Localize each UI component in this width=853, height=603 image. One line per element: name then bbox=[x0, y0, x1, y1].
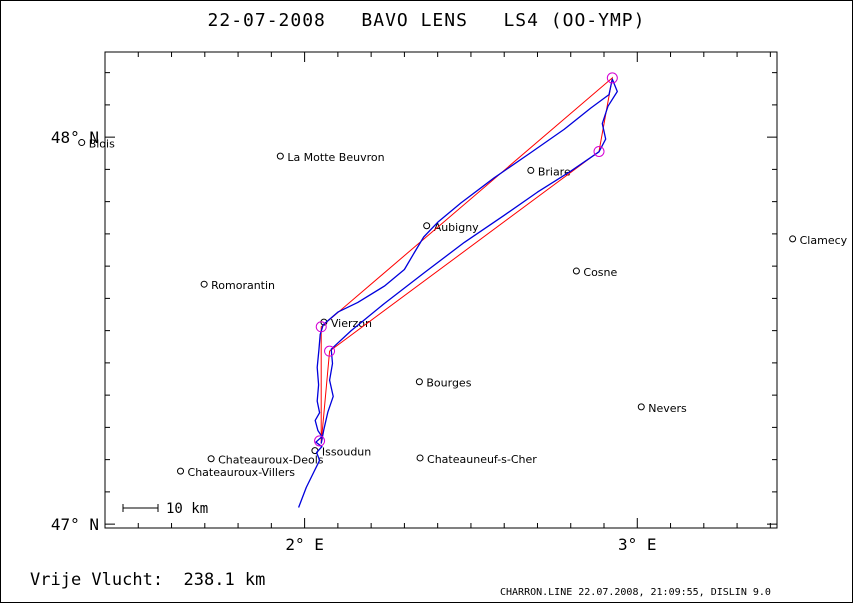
place-point bbox=[415, 378, 423, 386]
turnpoint-circle bbox=[593, 145, 605, 157]
place-label: Chateauroux-Villers bbox=[188, 466, 296, 479]
place-point bbox=[527, 166, 535, 174]
place-label: Nevers bbox=[648, 402, 687, 415]
free-flight-distance: Vrije Vlucht: 238.1 km bbox=[30, 570, 266, 590]
place-point bbox=[200, 280, 208, 288]
axis-tick-labels: 2° E 3° E 48° N 47° N bbox=[51, 128, 657, 554]
place-point bbox=[572, 267, 580, 275]
place-markers: Blois La Motte Beuvron Briare Aubigny Clamec… bbox=[78, 138, 848, 479]
scale-bar-label: 10 km bbox=[166, 501, 208, 517]
plot-area bbox=[104, 51, 778, 529]
turnpoint-circle bbox=[314, 435, 326, 447]
footer-info: CHARRON.LINE 22.07.2008, 21:09:55, DISLI… bbox=[500, 587, 771, 598]
place-label: Briare bbox=[538, 165, 571, 178]
place-label: Bourges bbox=[426, 377, 471, 390]
axis-ticks bbox=[104, 52, 777, 528]
y-tick-label: 48° N bbox=[51, 128, 99, 147]
x-tick-label: 2° E bbox=[285, 535, 324, 554]
place-label: Chateauroux-Deols bbox=[218, 454, 324, 467]
place-label: Romorantin bbox=[211, 279, 275, 292]
chart-title: 22-07-2008 BAVO LENS LS4 (OO-YMP) bbox=[207, 10, 646, 31]
flight-track bbox=[297, 78, 618, 508]
place-point bbox=[423, 222, 431, 230]
place-point bbox=[789, 235, 797, 243]
place-label: Chateauneuf-s-Cher bbox=[427, 453, 537, 466]
track-line bbox=[297, 78, 618, 508]
place-point bbox=[637, 403, 645, 411]
place-label: Aubigny bbox=[434, 221, 479, 234]
place-label: Blois bbox=[89, 138, 115, 151]
turnpoint-markers bbox=[314, 72, 618, 447]
place-label: Cosne bbox=[583, 266, 617, 279]
place-label: La Motte Beuvron bbox=[287, 151, 384, 164]
place-point bbox=[177, 467, 185, 475]
turnpoint-circle bbox=[315, 321, 327, 333]
place-point bbox=[78, 139, 86, 147]
place-point bbox=[276, 152, 284, 160]
place-label: Clamecy bbox=[800, 234, 848, 247]
scale-bar: 10 km bbox=[122, 501, 208, 517]
turnpoint-circle bbox=[606, 72, 618, 84]
place-label: Issoudun bbox=[322, 446, 371, 459]
turnpoint-circle bbox=[324, 345, 336, 357]
place-point bbox=[416, 454, 424, 462]
place-point bbox=[207, 455, 215, 463]
y-tick-label: 47° N bbox=[51, 515, 99, 534]
x-tick-label: 3° E bbox=[618, 535, 657, 554]
